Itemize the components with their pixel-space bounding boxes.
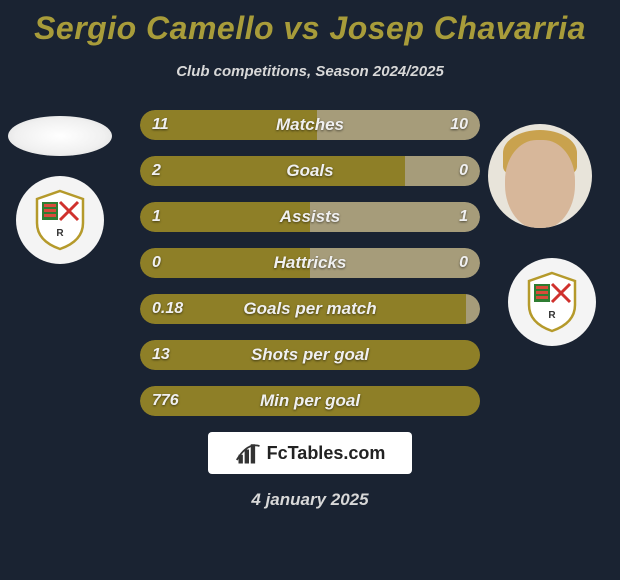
player-left-club-badge: R	[16, 176, 104, 264]
player-left-avatar	[8, 116, 112, 156]
player-right-club-badge: R	[508, 258, 596, 346]
stat-label: Shots per goal	[140, 340, 480, 370]
stat-row: 20Goals	[140, 156, 480, 186]
svg-text:R: R	[56, 228, 64, 239]
subtitle: Club competitions, Season 2024/2025	[0, 63, 620, 80]
stat-row: 13Shots per goal	[140, 340, 480, 370]
footer-brand-logo: FcTables.com	[208, 432, 412, 474]
svg-text:R: R	[548, 310, 556, 321]
stat-label: Matches	[140, 110, 480, 140]
stat-label: Hattricks	[140, 248, 480, 278]
stat-label: Goals per match	[140, 294, 480, 324]
footer-date: 4 january 2025	[0, 490, 620, 510]
stat-row: 1110Matches	[140, 110, 480, 140]
stat-row: 11Assists	[140, 202, 480, 232]
player-right-avatar	[488, 124, 592, 228]
avatar-face	[505, 140, 575, 228]
rayo-vallecano-shield-icon: R	[33, 189, 87, 251]
bar-chart-icon	[235, 439, 263, 467]
stat-row: 0.18Goals per match	[140, 294, 480, 324]
stat-label: Min per goal	[140, 386, 480, 416]
stat-row: 776Min per goal	[140, 386, 480, 416]
rayo-vallecano-shield-icon: R	[525, 271, 579, 333]
stat-label: Assists	[140, 202, 480, 232]
stat-row: 00Hattricks	[140, 248, 480, 278]
page-title: Sergio Camello vs Josep Chavarria	[0, 0, 620, 47]
footer-brand-text: FcTables.com	[267, 443, 386, 464]
stat-label: Goals	[140, 156, 480, 186]
